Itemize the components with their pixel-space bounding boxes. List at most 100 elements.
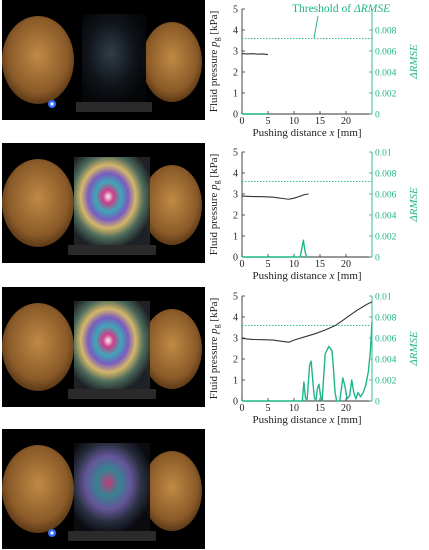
x-axis-label: Pushing distance x [mm] [252, 270, 361, 282]
y-tick-label: 5 [233, 148, 238, 159]
pressure-series-line [241, 193, 309, 200]
chart-panel-1: 0 1 2 3 4 5 0 5 10 15 20 0 0.002 0.004 0.006 0.008 Pushi… [205, 0, 429, 140]
y-tick-label: 4 [233, 313, 238, 324]
photo-1-svg [2, 0, 205, 120]
y-tick-label: 0 [233, 397, 238, 408]
chart-panel-3: 0 1 2 3 4 5 0 5 10 15 20 0 0.002 0.004 0.006 0.008 0.01 P… [205, 287, 429, 427]
x-tick-label: 0 [240, 403, 245, 414]
threshold-annotation-pointer [313, 15, 319, 39]
x-axis-label: Pushing distance x [mm] [252, 127, 361, 139]
photo-4-svg [2, 429, 205, 549]
y2-tick-label: 0 [375, 111, 380, 121]
left-lobe [2, 445, 74, 533]
x-tick-label: 20 [341, 259, 351, 270]
blue-light-core [50, 102, 54, 106]
x-tick-label: 5 [266, 259, 271, 270]
photo-3-svg [2, 287, 205, 407]
y2-tick-label: 0 [375, 398, 380, 408]
x-axis-label: Pushing distance x [mm] [252, 414, 361, 426]
x-tick-label: 20 [341, 116, 351, 127]
photo-2-svg [2, 143, 205, 263]
chart-2: 0 1 2 3 4 5 0 5 10 15 20 0 0.002 0.004 0.006 0.008 0.01 P… [208, 148, 420, 283]
x-tick-label: 5 [266, 116, 271, 127]
photo-frame-1 [2, 0, 205, 120]
x-tick-label: 0 [240, 259, 245, 270]
threshold-annotation: Threshold of ΔRMSE [292, 3, 390, 15]
film-sheet [74, 157, 150, 245]
y-tick-label: 3 [233, 190, 238, 201]
y2-tick-label: 0.008 [375, 27, 397, 37]
y-tick-label: 0 [233, 110, 238, 121]
x-tick-label: 10 [289, 116, 299, 127]
x-tick-label: 5 [266, 403, 271, 414]
right-lobe [142, 309, 202, 389]
y-tick-label: 1 [233, 232, 238, 243]
y-tick-label: 2 [233, 211, 238, 222]
threshold-annotation-prefix: Threshold of [292, 3, 354, 15]
photo-frame-3 [2, 287, 205, 407]
rmse-series-line [242, 239, 309, 258]
photo-frame-4 [2, 429, 205, 549]
y2-tick-label: 0.004 [375, 356, 397, 366]
y-tick-label: 1 [233, 89, 238, 100]
film-sheet [74, 443, 150, 531]
left-lobe [2, 16, 74, 104]
threshold-annotation-symbol: ΔRMSE [353, 3, 391, 15]
y2-tick-label: 0.006 [375, 335, 397, 345]
chart-panel-2: 0 1 2 3 4 5 0 5 10 15 20 0 0.002 0.004 0.006 0.008 0.01 P… [205, 143, 429, 283]
y2-tick-label: 0.006 [375, 48, 397, 58]
left-lobe [2, 303, 74, 391]
right-lobe [142, 165, 202, 245]
chart-3: 0 1 2 3 4 5 0 5 10 15 20 0 0.002 0.004 0.006 0.008 0.01 P… [208, 292, 420, 427]
y2-tick-label: 0.006 [375, 191, 397, 201]
y2-tick-label: 0.01 [375, 149, 392, 159]
y2-tick-label: 0.004 [375, 69, 397, 79]
y2-axis-label: ΔRMSE [408, 187, 420, 223]
pressure-series-line [241, 301, 373, 343]
film-sheet [74, 301, 150, 389]
y2-tick-label: 0.008 [375, 314, 397, 324]
x-tick-label: 15 [315, 116, 325, 127]
y2-axis-label: ΔRMSE [408, 44, 420, 80]
y-tick-label: 3 [233, 47, 238, 58]
x-tick-label: 10 [289, 403, 299, 414]
rmse-series-line [242, 322, 373, 402]
y-tick-label: 2 [233, 68, 238, 79]
y-tick-label: 5 [233, 292, 238, 303]
y-tick-label: 4 [233, 169, 238, 180]
chart-1: 0 1 2 3 4 5 0 5 10 15 20 0 0.002 0.004 0.006 0.008 Pushi… [208, 5, 420, 140]
x-tick-label: 15 [315, 403, 325, 414]
y2-tick-label: 0.01 [375, 293, 392, 303]
y2-tick-label: 0.002 [375, 233, 397, 243]
film-holder [76, 102, 152, 112]
y-axis-label: Fluid pressure pg [kPa] [208, 298, 221, 399]
y2-tick-label: 0 [375, 254, 380, 264]
y-tick-label: 0 [233, 253, 238, 264]
x-tick-label: 0 [240, 116, 245, 127]
left-lobe [2, 159, 74, 247]
y2-tick-label: 0.002 [375, 377, 397, 387]
y-tick-label: 5 [233, 5, 238, 16]
right-lobe [142, 451, 202, 531]
film-holder [68, 531, 156, 541]
y-axis-label: Fluid pressure pg [kPa] [208, 154, 221, 255]
y2-tick-label: 0.008 [375, 170, 397, 180]
film-sheet [82, 14, 146, 102]
x-tick-label: 20 [341, 403, 351, 414]
y2-tick-label: 0.004 [375, 212, 397, 222]
x-tick-label: 15 [315, 259, 325, 270]
right-lobe [142, 22, 202, 102]
x-tick-label: 10 [289, 259, 299, 270]
y-tick-label: 1 [233, 376, 238, 387]
blue-light-core [50, 531, 54, 535]
y-tick-label: 3 [233, 334, 238, 345]
y-tick-label: 4 [233, 26, 238, 37]
film-holder [68, 245, 156, 255]
photo-frame-2 [2, 143, 205, 263]
pressure-series-line [241, 52, 269, 56]
y2-axis-label: ΔRMSE [408, 331, 420, 367]
y2-tick-label: 0.002 [375, 90, 397, 100]
film-holder [68, 389, 156, 399]
y-tick-label: 2 [233, 355, 238, 366]
y-axis-label: Fluid pressure pg [kPa] [208, 11, 221, 112]
